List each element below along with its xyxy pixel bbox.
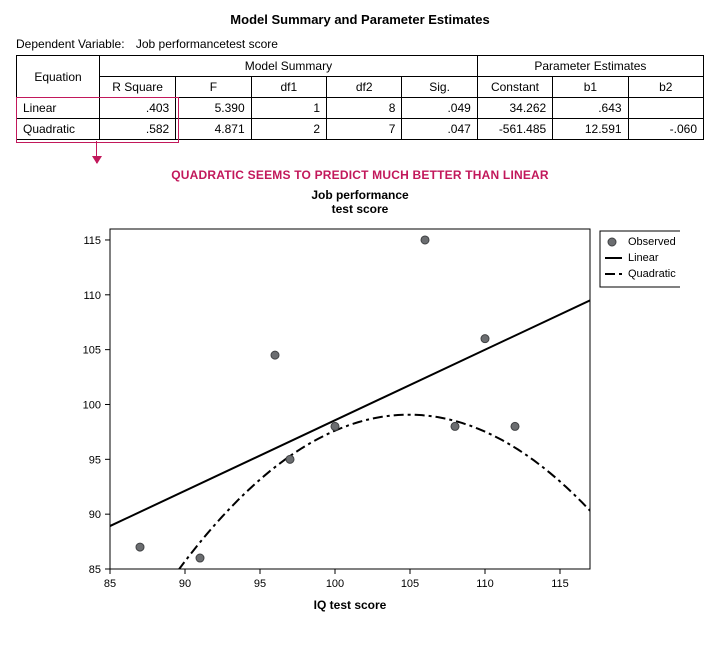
- legend-marker: [608, 238, 616, 246]
- highlight-arrow: [96, 141, 97, 163]
- data-point: [511, 422, 519, 430]
- col-rsq: R Square: [100, 77, 176, 98]
- table-cell: 34.262: [477, 98, 552, 119]
- legend-label: Quadratic: [628, 268, 676, 280]
- table-cell: -.060: [628, 119, 703, 140]
- page-title: Model Summary and Parameter Estimates: [16, 12, 704, 27]
- data-point: [451, 422, 459, 430]
- chart-title: Job performance test score: [16, 188, 704, 217]
- x-tick-label: 105: [401, 578, 419, 590]
- col-constant: Constant: [477, 77, 552, 98]
- table-cell: .643: [553, 98, 628, 119]
- table-cell: 4.871: [176, 119, 251, 140]
- col-b2: b2: [628, 77, 703, 98]
- model-summary-table: Equation Model Summary Parameter Estimat…: [16, 55, 704, 140]
- data-point: [421, 236, 429, 244]
- table-cell: 5.390: [176, 98, 251, 119]
- table-cell: .403: [100, 98, 176, 119]
- legend-label: Linear: [628, 252, 659, 264]
- y-tick-label: 95: [89, 454, 101, 466]
- callout-text: QUADRATIC SEEMS TO PREDICT MUCH BETTER T…: [16, 168, 704, 182]
- depvar-label: Dependent Variable:: [16, 37, 125, 51]
- group-model-summary: Model Summary: [100, 56, 478, 77]
- col-equation: Equation: [17, 56, 100, 98]
- table-cell: 7: [327, 119, 402, 140]
- table-cell: Linear: [17, 98, 100, 119]
- col-b1: b1: [553, 77, 628, 98]
- y-tick-label: 110: [83, 290, 101, 302]
- table-cell: 8: [327, 98, 402, 119]
- data-point: [136, 543, 144, 551]
- y-tick-label: 115: [83, 235, 101, 247]
- data-point: [196, 554, 204, 562]
- table-cell: -561.485: [477, 119, 552, 140]
- col-f: F: [176, 77, 251, 98]
- x-tick-label: 95: [254, 578, 266, 590]
- table-cell: .582: [100, 119, 176, 140]
- table-cell: 1: [251, 98, 326, 119]
- table-cell: 2: [251, 119, 326, 140]
- depvar-value: Job performancetest score: [136, 37, 278, 51]
- col-sig: Sig.: [402, 77, 477, 98]
- x-tick-label: 85: [104, 578, 116, 590]
- y-tick-label: 100: [83, 399, 101, 411]
- y-tick-label: 90: [89, 509, 101, 521]
- x-tick-label: 90: [179, 578, 191, 590]
- col-df2: df2: [327, 77, 402, 98]
- table-cell: 12.591: [553, 119, 628, 140]
- plot-area: [110, 229, 590, 569]
- y-tick-label: 105: [83, 344, 101, 356]
- x-tick-label: 115: [551, 578, 569, 590]
- data-point: [481, 334, 489, 342]
- table-row: Quadratic.5824.87127.047-561.48512.591-.…: [17, 119, 704, 140]
- y-tick-label: 85: [89, 564, 101, 576]
- table-cell: Quadratic: [17, 119, 100, 140]
- table-cell: [628, 98, 703, 119]
- x-tick-label: 110: [476, 578, 494, 590]
- legend-label: Observed: [628, 236, 676, 248]
- col-df1: df1: [251, 77, 326, 98]
- group-param-est: Parameter Estimates: [477, 56, 703, 77]
- table-cell: .049: [402, 98, 477, 119]
- x-axis-label: IQ test score: [314, 598, 387, 612]
- data-point: [331, 422, 339, 430]
- x-tick-label: 100: [326, 578, 344, 590]
- table-row: Linear.4035.39018.04934.262.643: [17, 98, 704, 119]
- table-cell: .047: [402, 119, 477, 140]
- data-point: [271, 351, 279, 359]
- data-point: [286, 455, 294, 463]
- scatter-chart: 85 90 95 100 105 110 115 85 90 95 100 105 110 115 IQ t…: [40, 219, 680, 619]
- dependent-variable: Dependent Variable: Job performancetest …: [16, 37, 704, 51]
